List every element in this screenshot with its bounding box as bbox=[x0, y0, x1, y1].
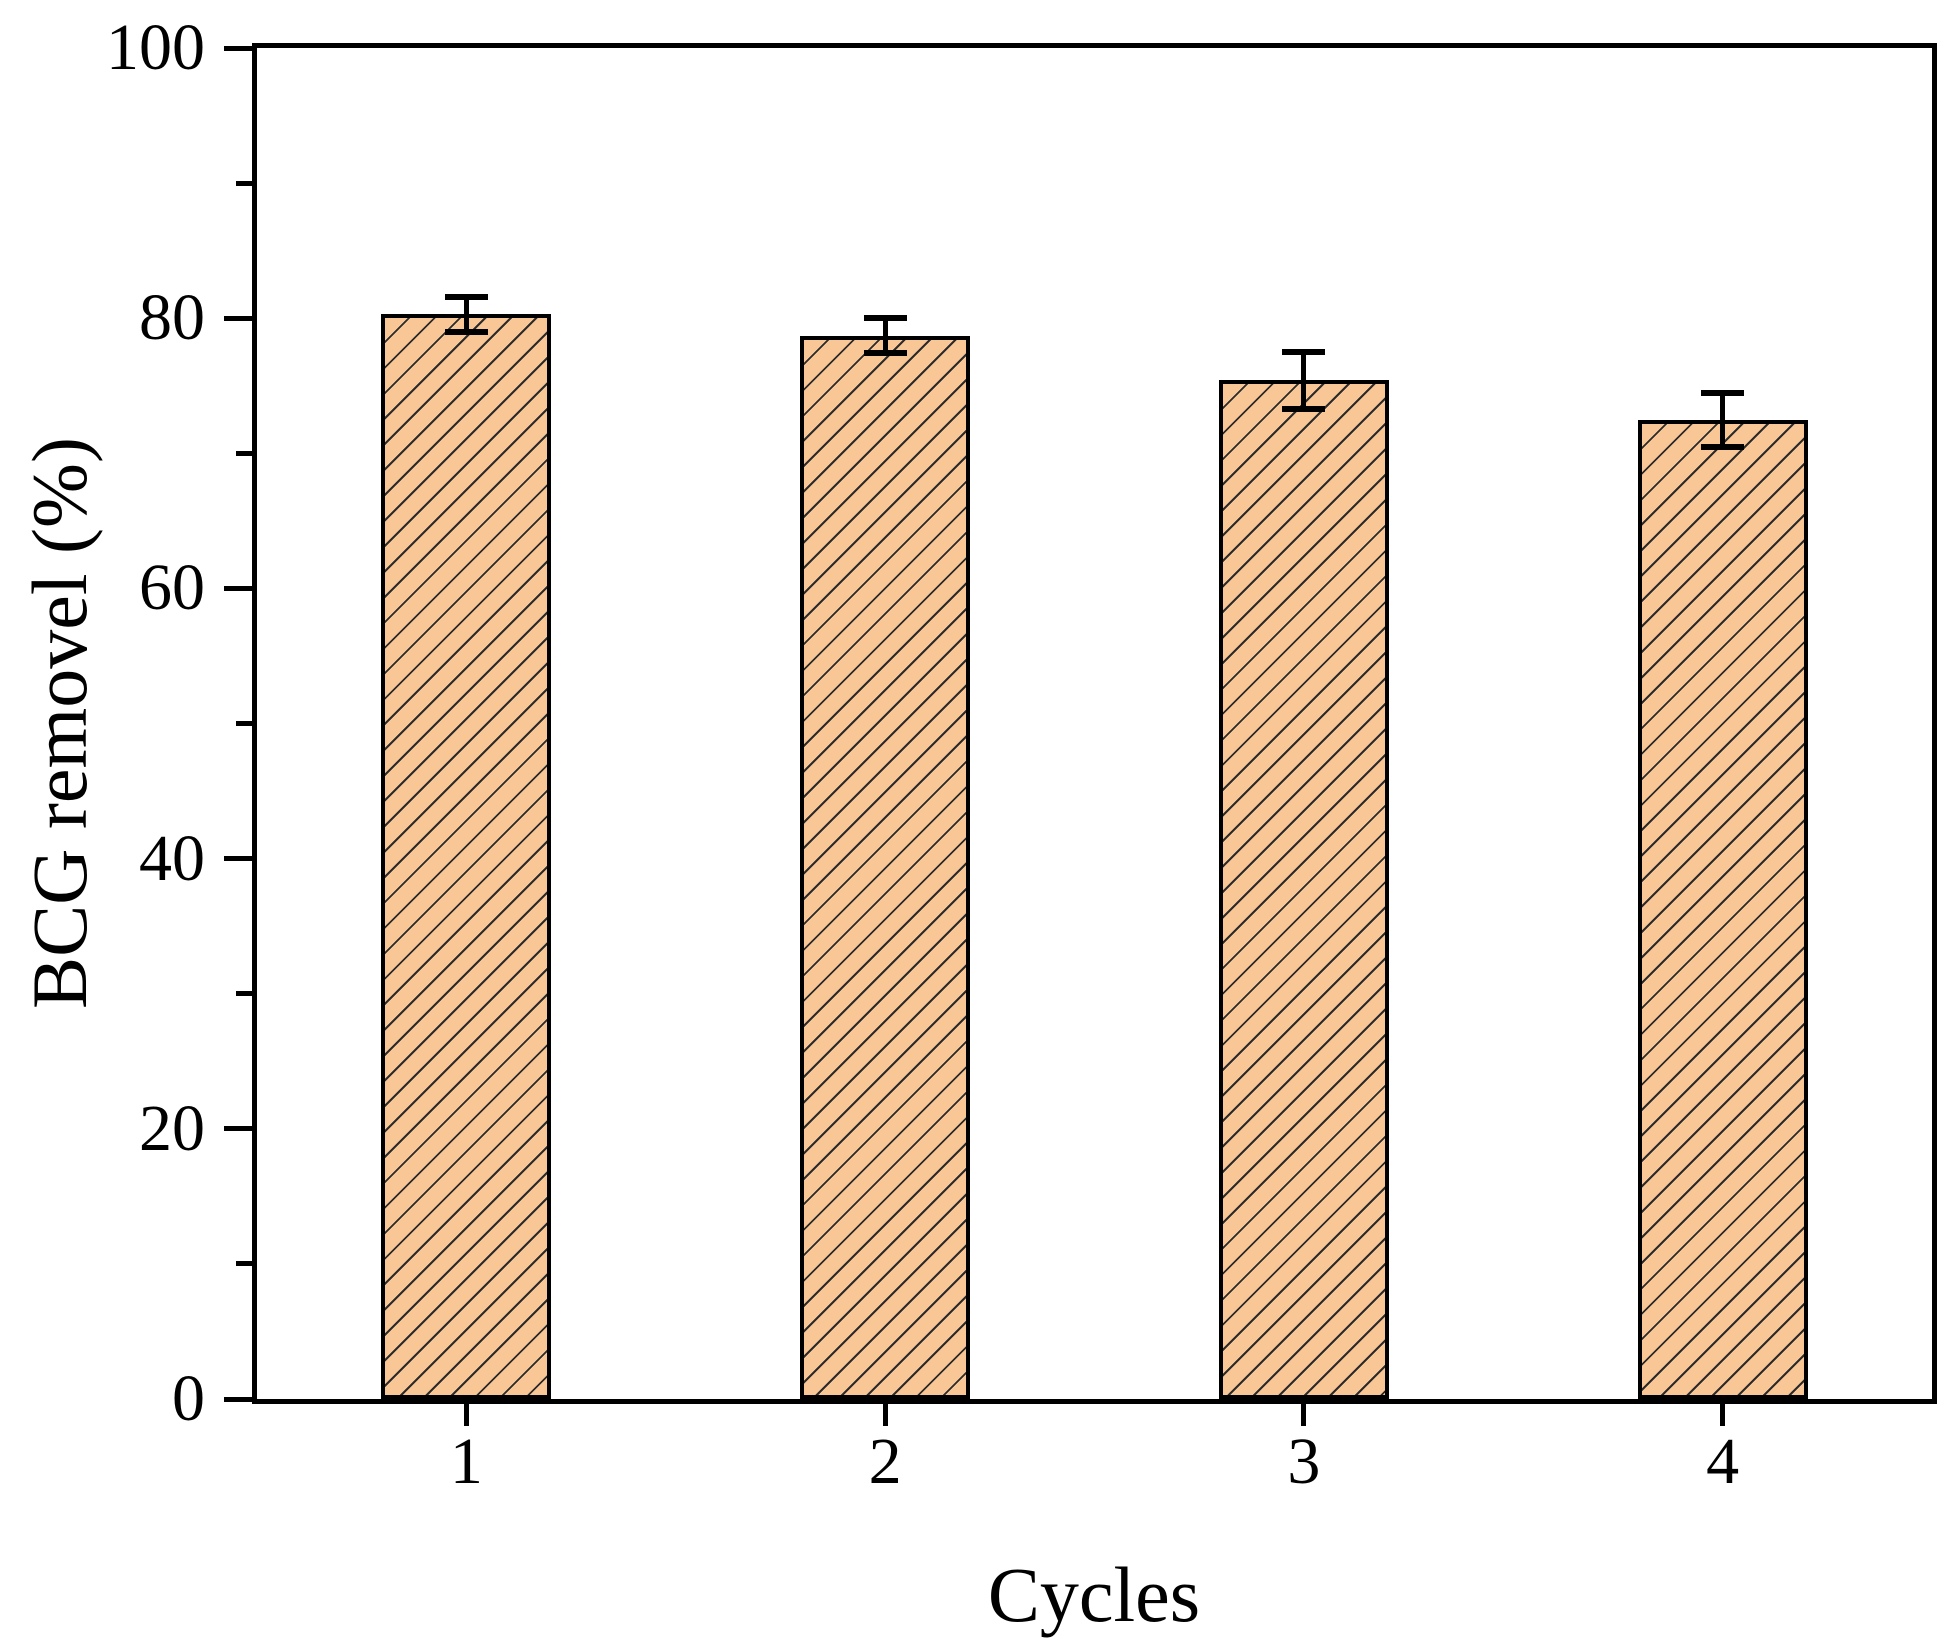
plot-inner: 1 2 3 4 0 20 40 60 80 100 bbox=[106, 15, 1932, 1495]
x-tick-3 bbox=[1301, 1404, 1307, 1426]
y-tick-major-80 bbox=[224, 315, 252, 321]
plot-area: 1 2 3 4 0 20 40 60 80 100 bbox=[106, 15, 1937, 1495]
y-tick-major-20 bbox=[224, 1126, 252, 1132]
y-axis-title: BCG removel (%) bbox=[16, 437, 103, 1009]
y-tick-minor-50 bbox=[236, 721, 252, 726]
x-tick-2 bbox=[882, 1404, 888, 1426]
error-bar-line-4 bbox=[1720, 392, 1726, 447]
y-tick-label-40: 40 bbox=[139, 821, 205, 895]
error-bar-cap-top-1 bbox=[444, 293, 488, 300]
y-tick-label-20: 20 bbox=[139, 1091, 205, 1165]
y-tick-label-80: 80 bbox=[139, 281, 205, 355]
error-bar-line-3 bbox=[1301, 351, 1307, 409]
error-bar-cap-bottom-3 bbox=[1282, 405, 1326, 412]
x-tick-label-3: 3 bbox=[1287, 1425, 1321, 1498]
error-bar-line-2 bbox=[882, 318, 888, 354]
y-tick-minor-30 bbox=[236, 991, 252, 997]
y-tick-minor-10 bbox=[236, 1261, 252, 1267]
x-tick-label-2: 2 bbox=[868, 1425, 902, 1498]
error-bar-line-1 bbox=[463, 296, 469, 332]
x-tick-4 bbox=[1720, 1404, 1726, 1426]
error-bar-cap-top-2 bbox=[863, 315, 907, 322]
x-tick-label-1: 1 bbox=[449, 1425, 483, 1498]
x-tick-label-4: 4 bbox=[1706, 1425, 1740, 1498]
y-tick-label-0: 0 bbox=[172, 1362, 205, 1435]
y-tick-minor-90 bbox=[236, 180, 252, 186]
bar-cycle-3 bbox=[1218, 380, 1389, 1399]
bar-cycle-2 bbox=[800, 335, 971, 1399]
y-tick-minor-70 bbox=[236, 450, 252, 456]
error-bar-cap-top-4 bbox=[1701, 389, 1745, 396]
y-tick-label-60: 60 bbox=[139, 551, 205, 625]
y-tick-major-0 bbox=[224, 1396, 252, 1402]
bar-cycle-4 bbox=[1637, 419, 1808, 1399]
error-bar-cap-bottom-1 bbox=[444, 328, 488, 335]
x-tick-1 bbox=[463, 1404, 469, 1426]
y-tick-major-60 bbox=[224, 585, 252, 591]
error-bar-cap-bottom-2 bbox=[863, 350, 907, 357]
y-tick-major-100 bbox=[224, 45, 252, 51]
y-tick-label-100: 100 bbox=[106, 11, 205, 84]
y-tick-major-40 bbox=[224, 856, 252, 862]
error-bar-cap-top-3 bbox=[1282, 348, 1326, 355]
error-bar-cap-bottom-4 bbox=[1701, 443, 1745, 450]
bar-cycle-1 bbox=[381, 314, 552, 1399]
x-axis-title: Cycles bbox=[987, 1551, 1201, 1638]
